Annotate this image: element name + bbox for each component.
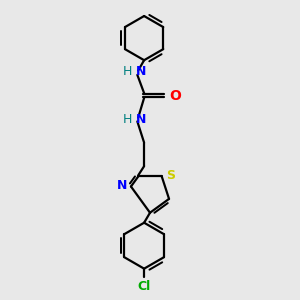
Text: O: O [169, 88, 181, 103]
Text: H: H [123, 65, 132, 79]
Text: H: H [123, 112, 132, 126]
Text: S: S [166, 169, 175, 182]
Text: Cl: Cl [137, 280, 151, 293]
Text: N: N [116, 179, 127, 192]
Text: N: N [136, 112, 146, 126]
Text: N: N [136, 65, 146, 79]
